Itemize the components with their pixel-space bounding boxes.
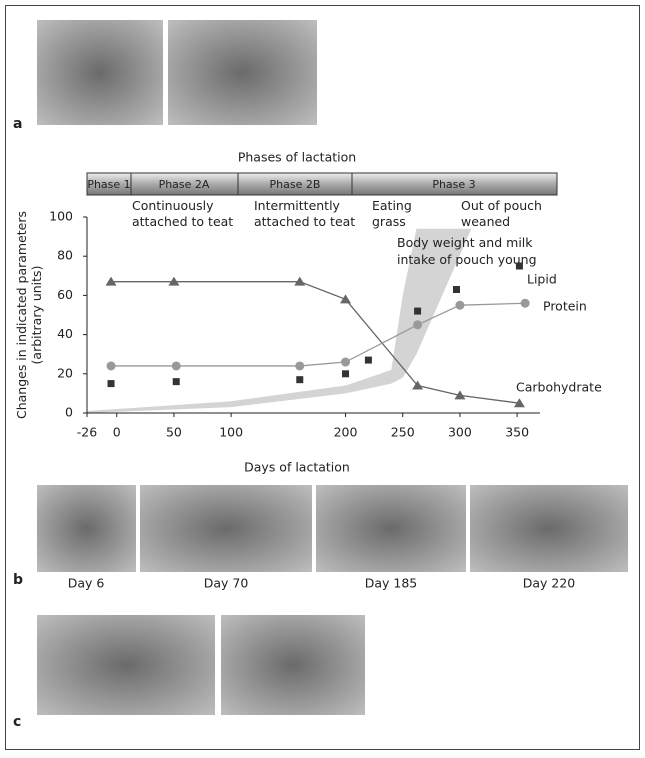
y-tick-label: 100 [49,209,73,224]
frame [5,5,640,750]
marker [515,262,523,270]
marker [342,370,350,378]
phase-label: Phase 3 [432,178,475,191]
annotation-line: weaned [461,214,510,229]
marker [452,286,460,294]
caption: Day 220 [523,576,576,591]
band [87,228,472,413]
phase-label: Phase 1 [87,178,130,191]
marker [412,380,424,390]
panel-label: b [13,572,23,588]
caption: Day 6 [68,576,105,591]
marker [520,298,530,308]
annotation-line: attached to teat [132,214,233,229]
x-tick-label: 350 [505,425,529,440]
annotation: Intermittently attached to teat [254,198,355,229]
annotation: Continuously attached to teat [132,198,233,229]
marker [414,307,422,315]
marker [513,398,525,408]
marker [296,376,304,384]
marker [295,361,305,371]
y-tick-label: 80 [57,248,73,263]
marker [340,294,352,304]
x-tick-label: 250 [391,425,415,440]
band-label-line: Body weight and milk [397,235,533,250]
marker [172,378,180,386]
phase [351,172,558,196]
y-tick-label: 20 [57,365,73,380]
series-label: Protein [543,299,587,314]
caption: Day 185 [365,576,418,591]
series-label: Lipid [527,272,557,287]
chart: Body weight and milk intake of pouch youn… [14,198,603,475]
x-tick-label: 200 [334,425,358,440]
photo [37,20,163,125]
annotation-line: grass [372,214,406,229]
phase-bar: Phase 1 Phase 2A Phase 2B Phase 3 [86,172,558,196]
annotation: Out of pouch weaned [461,198,542,229]
marker [454,390,466,400]
y-tick-label: 40 [57,326,73,341]
phases-title: Phases of lactation [238,150,356,165]
photos [37,20,628,715]
y-axis-title-line: Changes in indicated parameters [14,211,29,419]
marker [106,361,116,371]
photo [470,485,628,572]
marker [168,276,180,286]
x-tick-label: 0 [113,425,121,440]
marker [413,320,423,330]
annotation-line: attached to teat [254,214,355,229]
panel-label: a [13,116,22,132]
annotation-line: Eating [372,198,412,213]
annotation-line: Continuously [132,198,214,213]
photo [140,485,312,572]
marker [294,276,306,286]
marker [364,356,372,364]
marker [107,380,115,388]
marker [341,357,351,367]
y-tick-label: 0 [65,405,73,420]
x-tick-label: -26 [77,425,97,440]
band-label: Body weight and milk intake of pouch youn… [397,235,537,267]
marker [455,300,465,310]
annotation: Eating grass [372,198,412,229]
annotation-line: Intermittently [254,198,341,213]
caption: Day 70 [204,576,249,591]
y-tick-label: 60 [57,287,73,302]
y-axis-title-line: (arbitrary units) [29,266,44,365]
series-line [111,281,520,404]
annotation-line: Out of pouch [461,198,542,213]
photo [37,485,136,572]
photo [316,485,466,572]
x-tick-label: 50 [166,425,182,440]
marker [105,276,117,286]
x-tick-label: 300 [448,425,472,440]
photo [37,615,215,715]
x-tick-label: 100 [219,425,243,440]
x-axis-title: Days of lactation [244,460,350,475]
marker [171,361,181,371]
phase-label: Phase 2B [270,178,321,191]
photo [221,615,365,715]
y-axis-title: Changes in indicated parameters(arbitrar… [14,211,44,419]
panel-label: c [13,714,21,730]
photo [168,20,317,125]
series-line [111,302,526,367]
series-label: Carbohydrate [516,380,602,395]
band-label-line: intake of pouch young [397,252,537,267]
phase-label: Phase 2A [159,178,210,191]
